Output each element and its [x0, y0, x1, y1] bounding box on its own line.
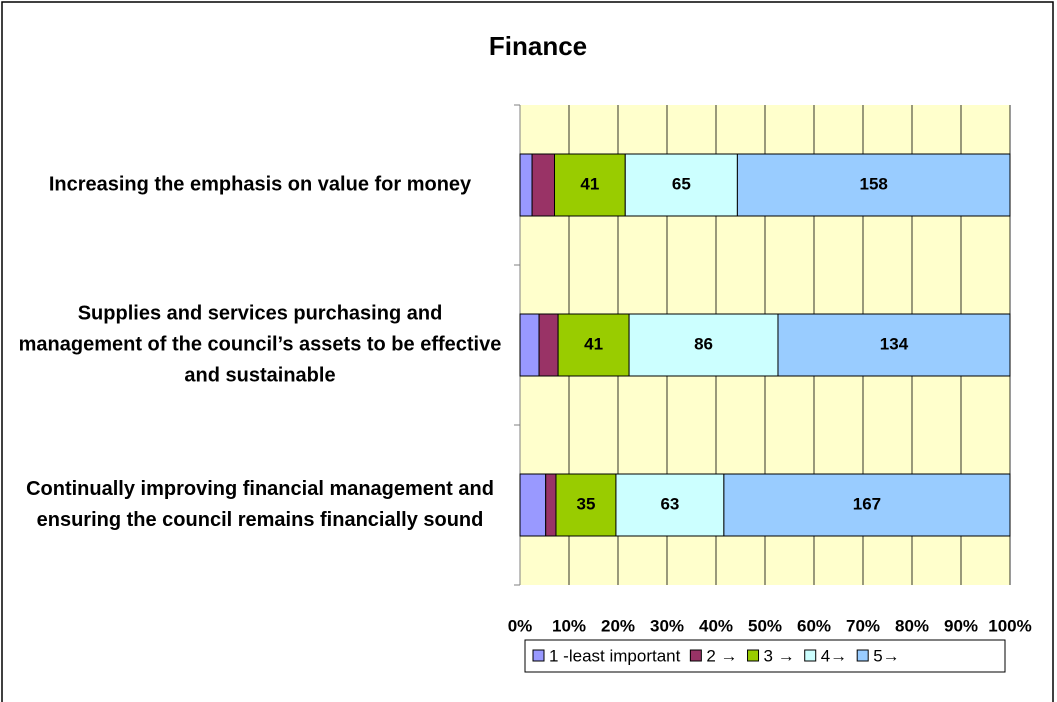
bar-segment [777, 313, 1011, 377]
legend-swatch [747, 649, 760, 662]
bar-segment [628, 313, 779, 377]
bar-segment [615, 473, 725, 537]
data-label: 41 [580, 174, 599, 193]
legend-label: 2 → [706, 646, 737, 665]
bar-segment [519, 313, 540, 377]
x-tick-label: 20% [601, 616, 635, 635]
data-label: 35 [577, 494, 596, 513]
legend-label: 4→ [821, 646, 847, 665]
legend-box [524, 639, 1006, 673]
bar-segment [538, 313, 559, 377]
legend-swatch [804, 649, 817, 662]
x-tick-label: 10% [552, 616, 586, 635]
bar-segment [736, 153, 1011, 217]
legend-swatch [532, 649, 545, 662]
x-tick-label: 50% [748, 616, 782, 635]
bar-segment [519, 153, 533, 217]
x-tick-label: 70% [846, 616, 880, 635]
data-label: 134 [880, 334, 909, 353]
bar-segment [519, 473, 547, 537]
category-label: Increasing the emphasis on value for mon… [48, 173, 472, 196]
legend-swatch [689, 649, 702, 662]
bar-segment [557, 313, 630, 377]
x-tick-label: 80% [895, 616, 929, 635]
x-tick-label: 30% [650, 616, 684, 635]
data-label: 63 [660, 494, 679, 513]
bar-segment [545, 473, 557, 537]
legend-swatch [856, 649, 869, 662]
x-tick-label: 60% [797, 616, 831, 635]
category-label: Continually improving financial manageme… [26, 478, 494, 531]
chart-title: Finance [489, 31, 587, 61]
bar-segment [624, 153, 738, 217]
x-tick-label: 40% [699, 616, 733, 635]
x-tick-label: 90% [944, 616, 978, 635]
legend-label: 3 → [764, 646, 795, 665]
bar-segment [723, 473, 1011, 537]
data-label: 167 [853, 494, 881, 513]
data-label: 41 [584, 334, 603, 353]
data-label: 158 [860, 174, 888, 193]
data-label: 86 [694, 334, 713, 353]
bar-segment [531, 153, 556, 217]
data-label: 65 [672, 174, 691, 193]
bar-segment [554, 153, 626, 217]
legend-label: 1 -least important [549, 646, 681, 665]
legend-label: 5→ [873, 646, 899, 665]
bar-segment [555, 473, 617, 537]
x-tick-label: 0% [508, 616, 533, 635]
category-label: Supplies and services purchasing and man… [18, 302, 502, 387]
x-tick-label: 100% [988, 616, 1031, 635]
